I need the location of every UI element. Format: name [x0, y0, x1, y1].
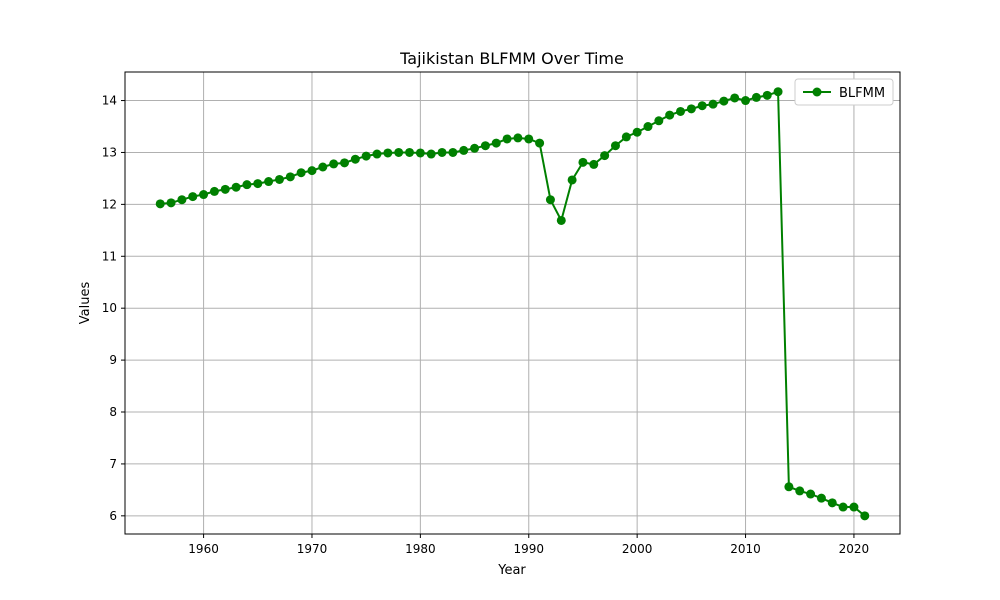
data-point-2006 [697, 101, 707, 111]
data-point-2015 [795, 486, 805, 496]
grid [125, 72, 900, 534]
data-point-1980 [415, 148, 425, 158]
data-point-1989 [513, 133, 523, 143]
data-point-1999 [621, 132, 631, 142]
data-point-1975 [361, 151, 371, 161]
data-point-1994 [567, 175, 577, 185]
data-point-1987 [491, 138, 501, 148]
legend: BLFMM [794, 78, 894, 106]
data-point-1986 [480, 141, 490, 151]
data-point-1996 [589, 159, 599, 169]
data-point-2002 [654, 116, 664, 126]
data-point-1964 [242, 180, 252, 190]
series-line-blfmm [160, 90, 866, 517]
data-point-1968 [285, 172, 295, 182]
data-point-2018 [827, 498, 837, 508]
x-tick-label: 1990 [513, 542, 544, 556]
data-point-1983 [448, 147, 458, 157]
data-point-2020 [849, 502, 859, 512]
y-tick-label: 9 [109, 353, 117, 367]
y-tick-label: 13 [102, 145, 117, 159]
x-tick-label: 2020 [839, 542, 870, 556]
data-point-1959 [188, 192, 198, 202]
data-point-2010 [741, 96, 751, 106]
data-point-1967 [274, 174, 284, 184]
x-tick-label: 2000 [622, 542, 653, 556]
data-point-1957 [166, 198, 176, 208]
legend-label: BLFMM [839, 86, 885, 101]
data-point-2009 [730, 93, 740, 103]
y-tick-label: 6 [109, 509, 117, 523]
data-point-2019 [838, 502, 848, 512]
data-point-2012 [762, 90, 772, 100]
x-axis-ticks: 1960 1970 1980 1990 2000 2010 2020 [188, 534, 869, 556]
plot-frame [124, 71, 901, 535]
data-point-1969 [296, 168, 306, 178]
data-point-2008 [719, 96, 729, 106]
y-axis-label: Values [78, 282, 93, 325]
data-point-2007 [708, 99, 718, 109]
data-point-1963 [231, 182, 241, 192]
x-tick-label: 1960 [188, 542, 219, 556]
data-point-1979 [405, 147, 415, 157]
data-point-1988 [502, 134, 512, 144]
y-tick-label: 11 [102, 249, 117, 263]
y-tick-label: 12 [102, 197, 117, 211]
data-point-1973 [339, 158, 349, 168]
x-axis-label: Year [497, 563, 526, 578]
data-point-2001 [643, 122, 653, 132]
data-point-2017 [816, 493, 826, 503]
data-point-1985 [470, 143, 480, 153]
data-point-1971 [318, 162, 328, 172]
data-point-1974 [350, 154, 360, 164]
y-tick-label: 10 [102, 301, 117, 315]
x-tick-label: 2010 [730, 542, 761, 556]
data-point-1970 [307, 166, 317, 176]
data-point-1995 [578, 157, 588, 167]
data-point-1977 [383, 148, 393, 158]
data-point-1991 [535, 138, 545, 148]
data-point-2014 [784, 482, 794, 492]
x-tick-label: 1970 [297, 542, 328, 556]
data-point-2000 [632, 127, 642, 137]
chart-title: Tajikistan BLFMM Over Time [399, 49, 624, 68]
data-point-1993 [556, 215, 566, 225]
data-point-1998 [610, 141, 620, 151]
data-point-1982 [437, 147, 447, 157]
data-point-1960 [199, 190, 209, 200]
data-point-1976 [372, 149, 382, 159]
data-point-1962 [220, 184, 230, 194]
data-point-1958 [177, 195, 187, 205]
data-point-1990 [524, 134, 534, 144]
y-tick-label: 8 [109, 405, 117, 419]
data-point-1984 [459, 145, 469, 155]
data-point-2004 [676, 106, 686, 116]
series-group [155, 87, 870, 521]
data-point-2005 [686, 104, 696, 114]
data-point-1981 [426, 149, 436, 159]
y-axis-ticks: 6 7 8 9 10 11 12 13 14 [102, 94, 125, 523]
data-point-1997 [600, 151, 610, 161]
data-point-1966 [264, 177, 274, 187]
data-point-1961 [209, 186, 219, 196]
data-point-2016 [806, 489, 816, 499]
y-tick-label: 14 [102, 94, 117, 108]
data-point-2011 [751, 92, 761, 102]
data-point-2003 [665, 110, 675, 120]
data-point-1972 [329, 159, 339, 169]
data-point-2013 [773, 87, 783, 97]
data-point-1978 [394, 147, 404, 157]
legend-box [794, 78, 894, 106]
legend-marker [812, 87, 822, 97]
data-point-1965 [253, 179, 263, 189]
data-point-2021 [860, 511, 870, 521]
data-point-1956 [155, 199, 165, 209]
y-tick-label: 7 [109, 457, 117, 471]
data-point-1992 [545, 195, 555, 205]
x-tick-label: 1980 [405, 542, 436, 556]
